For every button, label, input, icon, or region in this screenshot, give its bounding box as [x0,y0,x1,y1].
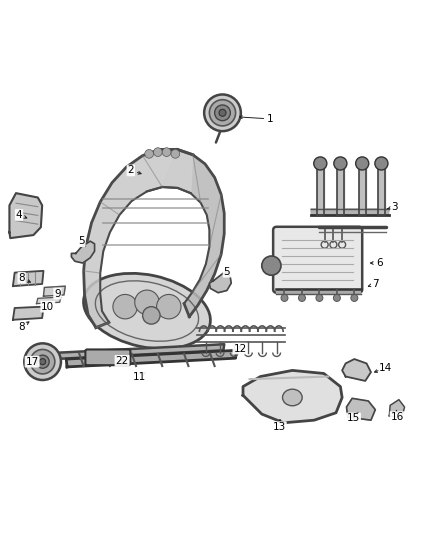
Polygon shape [43,286,65,296]
Circle shape [113,294,138,319]
Polygon shape [346,398,375,420]
Polygon shape [84,149,177,328]
Text: 12: 12 [233,344,247,353]
Text: 8: 8 [18,322,25,332]
Ellipse shape [283,389,302,406]
Circle shape [30,350,55,374]
Polygon shape [53,344,224,359]
Text: 8: 8 [18,273,25,283]
Circle shape [281,294,288,302]
Circle shape [298,294,305,302]
Circle shape [145,149,153,158]
Text: 14: 14 [379,363,392,373]
Polygon shape [13,306,43,320]
Text: 10: 10 [41,302,54,312]
Circle shape [262,256,281,275]
Circle shape [209,100,236,126]
Circle shape [162,148,171,157]
Text: 22: 22 [116,356,129,366]
Text: 5: 5 [223,266,230,277]
Text: 4: 4 [16,210,22,220]
Polygon shape [243,370,342,423]
Circle shape [316,294,323,302]
Polygon shape [342,359,371,381]
Circle shape [356,157,369,170]
Circle shape [333,294,340,302]
Text: 13: 13 [272,422,286,432]
Polygon shape [66,350,237,367]
Text: 16: 16 [391,412,404,422]
Polygon shape [311,209,389,215]
Circle shape [36,355,49,368]
Text: 17: 17 [25,357,39,367]
Circle shape [375,157,388,170]
Text: 2: 2 [127,165,134,175]
Text: 15: 15 [347,414,360,423]
Polygon shape [389,400,405,418]
Polygon shape [13,271,43,286]
Ellipse shape [84,273,210,349]
Text: 1: 1 [267,114,274,124]
Circle shape [135,290,159,314]
Circle shape [156,294,181,319]
Circle shape [219,109,226,116]
Polygon shape [378,167,385,215]
Polygon shape [36,297,61,304]
Circle shape [171,149,180,158]
Polygon shape [71,241,95,263]
Circle shape [153,148,162,157]
Polygon shape [147,149,193,193]
Circle shape [204,94,241,131]
Circle shape [39,359,46,365]
Circle shape [314,157,327,170]
Text: 5: 5 [78,236,85,246]
Circle shape [24,343,61,380]
Circle shape [334,157,347,170]
Circle shape [143,306,160,324]
FancyBboxPatch shape [85,350,131,365]
Polygon shape [162,149,224,317]
Circle shape [351,294,358,302]
Polygon shape [209,273,231,293]
Text: 11: 11 [133,372,146,382]
FancyBboxPatch shape [273,227,362,293]
Text: 3: 3 [391,201,398,212]
Polygon shape [317,167,324,215]
Text: 6: 6 [376,258,383,268]
Text: 7: 7 [372,279,378,289]
Polygon shape [277,289,361,294]
Polygon shape [359,167,366,215]
Circle shape [215,105,230,120]
Text: 9: 9 [54,288,61,298]
Polygon shape [10,193,42,238]
Polygon shape [337,167,344,215]
